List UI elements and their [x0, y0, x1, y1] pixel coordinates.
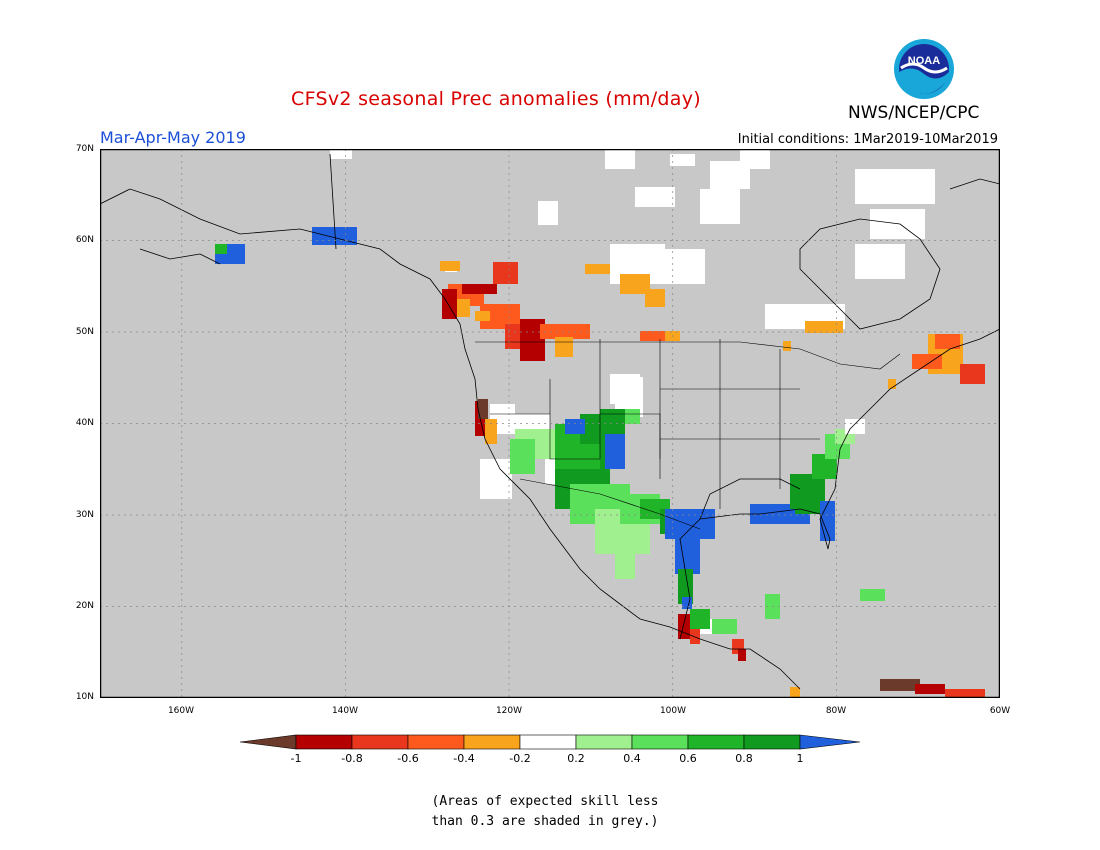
lat-label: 10N: [75, 692, 94, 702]
lat-label: 50N: [75, 327, 94, 337]
noaa-logo-icon: NOAA: [894, 39, 954, 99]
lat-label: 40N: [75, 418, 94, 428]
noaa-logo-text: NOAA: [908, 55, 940, 67]
anomaly-map: [99, 148, 1001, 699]
colorbar-label: -0.2: [509, 752, 531, 765]
coastlines: [99, 153, 1001, 690]
colorbar-label: -1: [290, 752, 302, 765]
noaa-logo: NOAA: [893, 38, 955, 100]
colorbar-label: -0.4: [453, 752, 475, 765]
season-label: Mar-Apr-May 2019: [100, 128, 246, 147]
lat-label: 70N: [75, 144, 94, 154]
colorbar: [238, 734, 862, 750]
gridlines: [100, 149, 1000, 698]
colorbar-svg: [239, 734, 861, 750]
lat-label: 60N: [75, 235, 94, 245]
lon-label: 160W: [167, 706, 195, 716]
map-frame: [99, 148, 1001, 699]
borders: [475, 339, 901, 530]
colorbar-label: 0.8: [735, 752, 753, 765]
colorbar-label: 0.6: [679, 752, 697, 765]
colorbar-label: 0.4: [623, 752, 641, 765]
organization-label: NWS/NCEP/CPC: [848, 103, 980, 123]
colorbar-label: -0.8: [341, 752, 363, 765]
map-svg: [99, 148, 1001, 699]
lat-label: 20N: [75, 601, 94, 611]
initial-conditions-label: Initial conditions: 1Mar2019-10Mar2019: [737, 132, 998, 147]
wet-patches: [215, 227, 885, 634]
skill-note: (Areas of expected skill less than 0.3 a…: [0, 792, 1100, 832]
lat-label: 30N: [75, 510, 94, 520]
colorbar-label: 0.2: [567, 752, 585, 765]
colorbar-label: 1: [796, 752, 804, 765]
lon-label: 100W: [659, 706, 687, 716]
lon-label: 60W: [989, 706, 1011, 716]
lon-label: 140W: [331, 706, 359, 716]
lon-label: 120W: [495, 706, 523, 716]
colorbar-label: -0.6: [397, 752, 419, 765]
lon-label: 80W: [825, 706, 847, 716]
skill-note-line: than 0.3 are shaded in grey.): [431, 814, 659, 829]
skill-note-line: (Areas of expected skill less: [431, 794, 659, 809]
chart-title: CFSv2 seasonal Prec anomalies (mm/day): [291, 88, 701, 110]
